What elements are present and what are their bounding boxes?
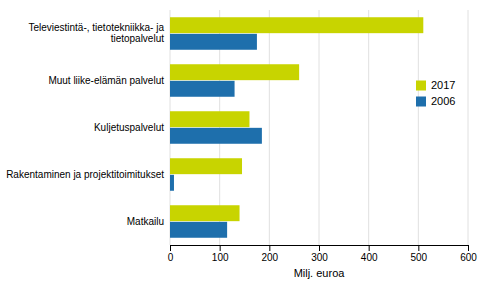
x-axis: 0 100 200 300 400 500 600 <box>168 245 478 263</box>
x-axis-line <box>171 246 469 252</box>
y-tick-label: Rakentaminen ja projektitoimitukset <box>6 169 164 180</box>
y-tick-label: Kuljetuspalvelut <box>94 122 164 133</box>
x-tick: 400 <box>361 245 378 263</box>
x-axis-title: Milj. euroa <box>294 267 346 279</box>
y-axis: Matkailu Rakentaminen ja projektitoimituk… <box>6 22 164 227</box>
x-tick-label: 500 <box>410 252 427 263</box>
x-tick-mark <box>170 245 171 251</box>
x-tick-label: 0 <box>168 252 174 263</box>
y-tick: Matkailu <box>127 216 164 227</box>
grid-line <box>468 10 469 245</box>
x-tick-label: 100 <box>212 252 229 263</box>
grid-line <box>418 10 419 245</box>
bar <box>170 158 242 174</box>
x-tick-label: 600 <box>460 252 477 263</box>
grid-line <box>269 10 270 245</box>
bar <box>170 205 240 221</box>
x-tick-label: 200 <box>261 252 278 263</box>
plot: 0 100 200 300 400 500 600 Milj. euroa Matkailu Ra… <box>6 10 477 279</box>
bar <box>170 175 174 191</box>
x-tick-label: 400 <box>361 252 378 263</box>
bar <box>170 64 299 80</box>
legend-item: 2017 <box>416 79 455 91</box>
x-tick-mark <box>468 245 469 251</box>
x-tick-mark <box>220 245 221 251</box>
y-tick-label: Matkailu <box>127 216 164 227</box>
y-tick: Muut liike-elämän palvelut <box>48 75 164 86</box>
x-tick: 0 <box>168 245 174 263</box>
x-tick: 200 <box>261 245 278 263</box>
grid-line <box>319 10 320 245</box>
y-tick: Televiestintä-, tietotekniikka- jatietop… <box>28 22 164 44</box>
legend: 2017 2006 <box>416 79 455 107</box>
legend-swatch <box>416 81 426 91</box>
chart: 0 100 200 300 400 500 600 Milj. euroa Matkailu Ra… <box>0 0 484 285</box>
x-tick-mark <box>319 245 320 251</box>
x-tick: 100 <box>212 245 229 263</box>
bar <box>170 128 262 144</box>
x-tick-mark <box>369 245 370 251</box>
x-tick-mark <box>269 245 270 251</box>
legend-item: 2006 <box>416 95 455 107</box>
bar <box>170 111 249 127</box>
x-tick: 500 <box>410 245 427 263</box>
grid-line <box>368 10 369 245</box>
y-tick: Rakentaminen ja projektitoimitukset <box>6 169 164 180</box>
bar <box>170 17 423 33</box>
bar <box>170 81 235 97</box>
legend-label: 2017 <box>431 79 455 91</box>
bars <box>170 17 423 238</box>
legend-label: 2006 <box>431 95 455 107</box>
bar <box>170 34 257 50</box>
x-tick: 600 <box>460 245 477 263</box>
x-tick: 300 <box>311 245 328 263</box>
bar-series <box>170 17 423 221</box>
legend-swatch <box>416 97 426 107</box>
bar-series <box>170 34 262 238</box>
bar <box>170 222 227 238</box>
y-tick: Kuljetuspalvelut <box>94 122 164 133</box>
grid <box>170 10 468 245</box>
x-tick-mark <box>418 245 419 251</box>
x-tick-label: 300 <box>311 252 328 263</box>
y-tick-label: Televiestintä-, tietotekniikka- jatietop… <box>28 22 164 44</box>
y-tick-label: Muut liike-elämän palvelut <box>48 75 164 86</box>
